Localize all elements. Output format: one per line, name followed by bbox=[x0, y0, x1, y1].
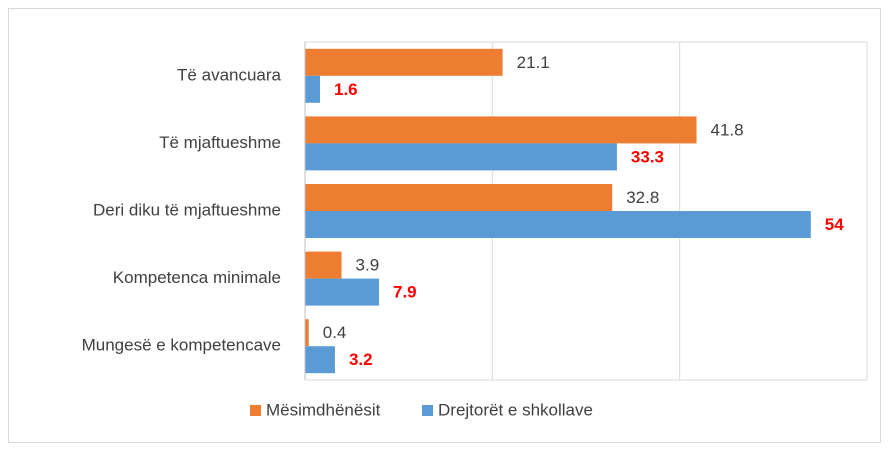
bar bbox=[305, 211, 811, 238]
bar bbox=[305, 48, 503, 76]
bar bbox=[305, 346, 335, 374]
y-tick-label: Të mjaftueshme bbox=[159, 133, 281, 152]
bar bbox=[305, 319, 309, 347]
value-label: 41.8 bbox=[711, 120, 744, 139]
value-label: 33.3 bbox=[631, 147, 664, 166]
y-tick-label: Kompetenca minimale bbox=[113, 268, 281, 287]
y-tick-label: Deri diku të mjaftueshme bbox=[93, 200, 281, 219]
bar bbox=[305, 251, 342, 279]
value-label: 21.1 bbox=[517, 53, 550, 72]
legend-label: Mësimdhënësit bbox=[266, 400, 381, 419]
value-label: 3.9 bbox=[356, 256, 380, 275]
bar bbox=[305, 184, 613, 211]
value-label: 7.9 bbox=[393, 283, 417, 302]
value-label: 0.4 bbox=[323, 323, 347, 342]
bar bbox=[305, 143, 617, 171]
value-label: 3.2 bbox=[349, 350, 373, 369]
y-tick-label: Mungesë e kompetencave bbox=[82, 336, 281, 355]
legend-label: Drejtorët e shkollave bbox=[438, 400, 593, 419]
value-label: 32.8 bbox=[626, 188, 659, 207]
y-tick-label: Të avancuara bbox=[177, 65, 281, 84]
bar bbox=[305, 75, 320, 103]
legend-swatch bbox=[250, 405, 261, 416]
value-label: 54 bbox=[825, 215, 844, 234]
bar bbox=[305, 278, 379, 306]
bar bbox=[305, 116, 697, 144]
value-label: 1.6 bbox=[334, 80, 358, 99]
legend-swatch bbox=[422, 405, 433, 416]
